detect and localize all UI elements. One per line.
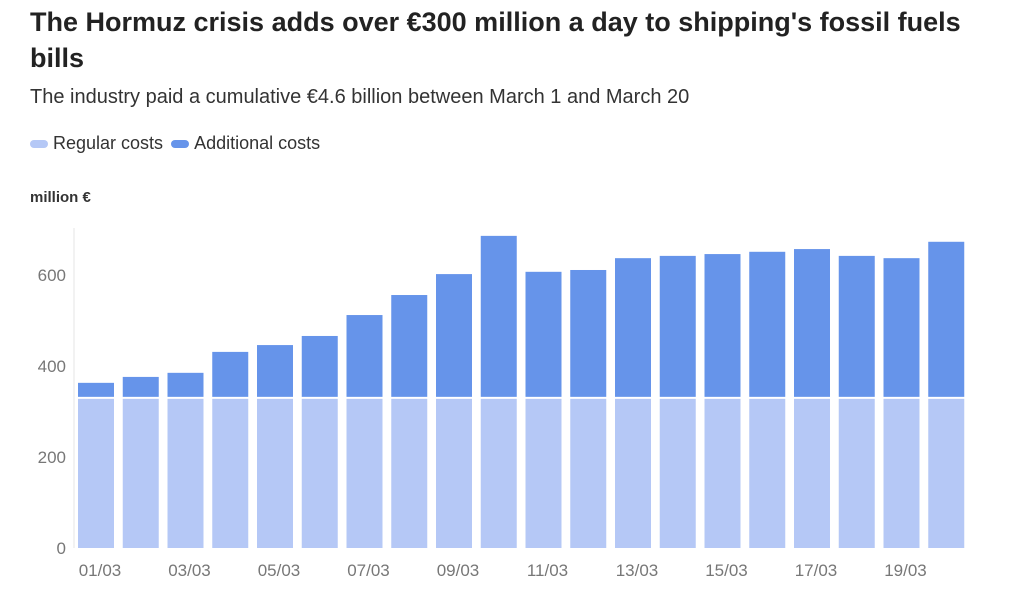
bar-regular-costs[interactable] — [794, 398, 830, 548]
legend-swatch — [171, 139, 190, 148]
bar-additional-costs[interactable] — [167, 372, 204, 397]
bar-regular-costs[interactable] — [122, 398, 159, 548]
bar-additional-costs[interactable] — [346, 315, 383, 397]
x-tick-label: 03/03 — [168, 561, 211, 580]
legend-label: Additional costs — [194, 133, 321, 153]
bar-additional-costs[interactable] — [525, 271, 562, 397]
bar-additional-costs[interactable] — [257, 345, 293, 397]
x-tick-label: 07/03 — [347, 561, 390, 580]
y-tick-label: 200 — [38, 448, 66, 467]
bar-additional-costs[interactable] — [838, 255, 875, 397]
bar-regular-costs[interactable] — [346, 398, 383, 548]
legend: Regular costs Additional costs — [30, 133, 320, 154]
x-tick-label: 05/03 — [258, 561, 301, 580]
chart-subtitle: The industry paid a cumulative €4.6 bill… — [30, 86, 690, 108]
legend-item-regular[interactable]: Regular costs — [30, 133, 163, 154]
bar-additional-costs[interactable] — [659, 255, 696, 397]
bar-additional-costs[interactable] — [391, 295, 428, 397]
bar-regular-costs[interactable] — [883, 398, 920, 548]
bar-regular-costs[interactable] — [436, 398, 472, 548]
chart-title: The Hormuz crisis adds over €300 million… — [30, 7, 961, 73]
bar-additional-costs[interactable] — [749, 251, 786, 397]
bar-regular-costs[interactable] — [525, 398, 562, 548]
bar-additional-costs[interactable] — [883, 258, 920, 397]
x-tick-label: 19/03 — [884, 561, 927, 580]
bar-regular-costs[interactable] — [838, 398, 875, 548]
bar-regular-costs[interactable] — [257, 398, 293, 548]
bar-additional-costs[interactable] — [436, 274, 472, 397]
bar-regular-costs[interactable] — [659, 398, 696, 548]
x-tick-label: 17/03 — [795, 561, 838, 580]
bar-additional-costs[interactable] — [78, 382, 114, 397]
bar-additional-costs[interactable] — [480, 235, 517, 397]
bar-additional-costs[interactable] — [122, 376, 159, 397]
bar-additional-costs[interactable] — [615, 258, 651, 397]
bar-regular-costs[interactable] — [928, 398, 965, 548]
bar-regular-costs[interactable] — [570, 398, 607, 548]
y-tick-label: 400 — [38, 357, 66, 376]
bar-regular-costs[interactable] — [167, 398, 204, 548]
bar-additional-costs[interactable] — [212, 351, 249, 397]
y-tick-label: 600 — [38, 266, 66, 285]
legend-label: Regular costs — [53, 133, 164, 153]
x-tick-label: 11/03 — [527, 561, 568, 580]
bar-additional-costs[interactable] — [570, 269, 607, 397]
bar-regular-costs[interactable] — [704, 398, 741, 548]
bar-additional-costs[interactable] — [704, 254, 741, 397]
legend-swatch — [30, 139, 48, 148]
x-tick-label: 15/03 — [705, 561, 748, 580]
bar-regular-costs[interactable] — [480, 398, 517, 548]
bar-additional-costs[interactable] — [928, 241, 965, 397]
x-tick-label: 13/03 — [616, 561, 659, 580]
bar-additional-costs[interactable] — [794, 249, 830, 397]
y-axis-label: million € — [30, 189, 91, 206]
bar-regular-costs[interactable] — [749, 398, 786, 548]
bar-regular-costs[interactable] — [615, 398, 651, 548]
x-tick-label: 09/03 — [437, 561, 480, 580]
bar-regular-costs[interactable] — [78, 398, 114, 548]
bar-regular-costs[interactable] — [301, 398, 338, 548]
legend-item-additional[interactable]: Additional costs — [171, 133, 320, 154]
x-tick-label: 01/03 — [79, 561, 122, 580]
bar-regular-costs[interactable] — [212, 398, 249, 548]
y-tick-label: 0 — [57, 539, 66, 558]
bar-additional-costs[interactable] — [301, 335, 338, 397]
bar-regular-costs[interactable] — [391, 398, 428, 548]
